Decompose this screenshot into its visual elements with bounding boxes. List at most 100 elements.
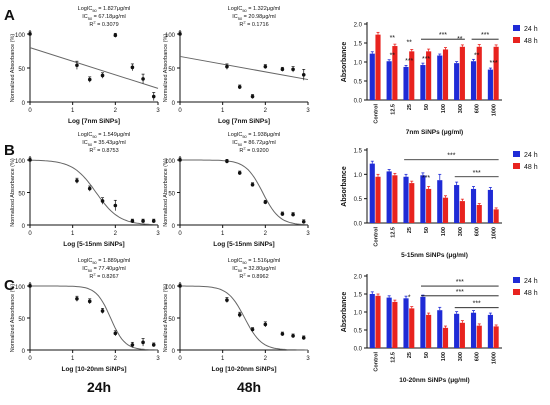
stat-label: IC50 = 67.18μg/ml	[82, 14, 126, 21]
data-point	[178, 284, 182, 288]
y-tick-label: 0	[172, 101, 176, 107]
x-tick-label: 600	[475, 227, 481, 236]
x-tick-label: 600	[475, 104, 481, 113]
panel-c-bar-chart: 0.0 0.5 1.0 1.5 2.0 Absorbance Control 12.5 25 50…	[341, 274, 538, 384]
legend-label: 24 h	[524, 152, 538, 159]
data-point	[250, 182, 255, 187]
legend-swatch	[513, 25, 520, 31]
legend-swatch	[513, 37, 520, 43]
bar-24h	[403, 298, 409, 348]
bar-48h	[442, 49, 449, 100]
data-point	[87, 299, 92, 304]
data-point	[141, 340, 145, 345]
data-point	[225, 64, 229, 69]
y-tick-label: 50	[18, 67, 25, 73]
y-tick-label: 1.0	[354, 311, 363, 317]
significance-marker: **	[406, 40, 412, 47]
fit-line	[29, 47, 159, 89]
stat-label: R2 = 0.8267	[89, 272, 118, 281]
y-tick-label: 0.0	[354, 99, 363, 105]
bar-24h	[420, 296, 426, 348]
data-point	[141, 219, 145, 223]
x-tick-label: 2	[264, 356, 268, 362]
x-tick-label: 100	[441, 227, 447, 236]
data-point	[291, 212, 295, 217]
fit-curve	[29, 159, 159, 226]
bar-24h	[470, 312, 477, 348]
data-point	[250, 327, 255, 332]
bar-48h	[426, 314, 432, 348]
x-tick-label: 0	[28, 108, 32, 114]
bar-24h	[487, 69, 493, 100]
y-tick-label: 0.5	[354, 197, 363, 203]
data-point	[301, 219, 306, 224]
bar-24h	[487, 314, 493, 348]
y-tick-label: 1.5	[354, 42, 363, 48]
bar-48h	[426, 188, 432, 223]
panel-b-dose-response-1: B 0 50 100 0 1 2 3 Log [5-15nm SiNPs] Normalized …	[4, 132, 160, 248]
legend-swatch	[513, 277, 520, 283]
x-tick-label: 2	[264, 231, 268, 237]
x-tick-label: 12.5	[390, 227, 396, 238]
data-point	[178, 158, 182, 162]
legend-label: 48 h	[524, 38, 538, 45]
bar-24h	[470, 61, 477, 100]
y-tick-label: 100	[165, 285, 176, 291]
x-tick-label: 0	[178, 356, 182, 362]
bar-24h	[487, 189, 493, 223]
data-point	[263, 322, 268, 327]
x-tick-label: 50	[424, 104, 430, 110]
y-axis-label: Normalized Absorbance (%)	[10, 284, 16, 353]
time-label: 24h	[87, 379, 111, 395]
y-tick-label: 100	[165, 159, 176, 165]
panel-label: A	[4, 7, 15, 24]
x-axis-label: Log [7nm SiNPs]	[68, 118, 120, 125]
y-tick-label: 100	[15, 285, 26, 291]
significance-marker: ***	[481, 32, 489, 39]
bar-24h	[403, 66, 409, 100]
data-point	[130, 343, 135, 347]
y-tick-label: 50	[18, 192, 25, 198]
x-tick-label: 2	[114, 231, 118, 237]
bar-24h	[403, 176, 409, 223]
x-tick-label: 25	[407, 352, 413, 358]
y-tick-label: 50	[168, 192, 175, 198]
data-point	[151, 343, 156, 347]
x-tick-label: 100	[441, 352, 447, 361]
significance-marker: **	[474, 52, 480, 59]
x-axis-label: Log [7nm SiNPs]	[218, 118, 270, 125]
bar-48h	[442, 197, 449, 223]
x-tick-label: 1	[221, 108, 225, 114]
x-tick-label: 3	[306, 356, 310, 362]
bar-48h	[493, 209, 499, 223]
bar-48h	[426, 51, 432, 100]
legend-label: 24 h	[524, 26, 538, 33]
bar-24h	[386, 171, 392, 223]
y-tick-label: 100	[15, 33, 26, 39]
significance-marker: *	[408, 294, 411, 301]
bar-48h	[476, 204, 482, 223]
bar-24h	[386, 61, 392, 100]
stat-label: IC50 = 77.40μg/ml	[82, 266, 126, 273]
y-axis-label: Absorbance	[341, 292, 348, 333]
x-tick-label: 12.5	[390, 104, 396, 115]
x-axis-label: Log [5-15nm SiNPs]	[63, 241, 124, 248]
data-point	[100, 199, 105, 203]
y-axis-label: Normalized Absorbance (%)	[163, 34, 169, 103]
bar-48h	[409, 308, 415, 348]
significance-marker: ***	[422, 175, 430, 182]
significance-marker: ***	[456, 289, 464, 296]
data-point	[291, 334, 295, 338]
panel-b-bar-chart: 0.0 0.5 1.0 1.5 Absorbance Control 12.5 25 50 100…	[341, 148, 538, 259]
y-tick-label: 1.5	[354, 149, 363, 155]
data-point	[291, 67, 295, 72]
y-tick-label: 0.5	[354, 329, 363, 335]
y-tick-label: 0	[172, 349, 176, 355]
data-point	[237, 85, 242, 89]
data-point	[280, 212, 285, 216]
panel-b-dose-response-2: 0 50 100 0 1 2 3 Log [5-15nm SiNPs] Normalized A…	[163, 132, 310, 248]
stat-label: LogIC50 = 1.549μg/ml	[78, 132, 131, 139]
x-tick-label: 3	[156, 231, 160, 237]
bar-48h	[409, 183, 415, 223]
legend-swatch	[513, 289, 520, 295]
